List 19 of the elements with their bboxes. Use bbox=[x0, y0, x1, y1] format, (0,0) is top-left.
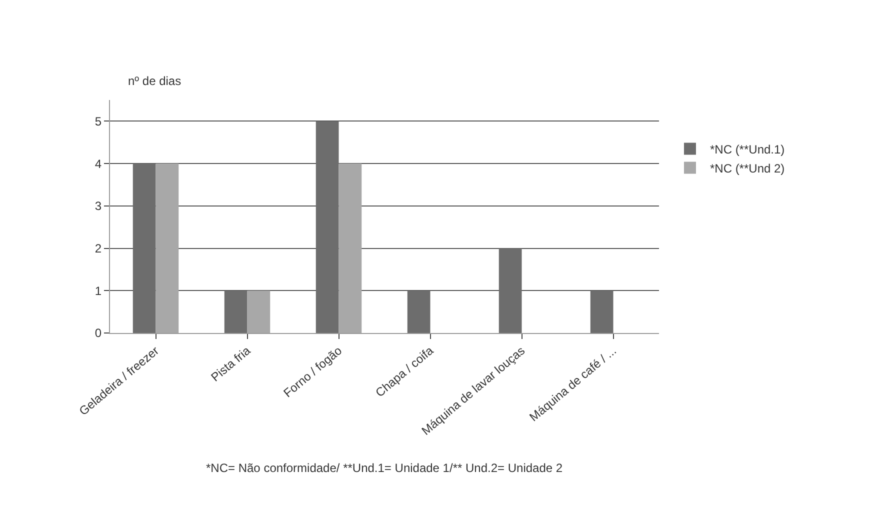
bar bbox=[224, 290, 248, 333]
y-tick-label: 0 bbox=[94, 326, 102, 340]
bar bbox=[247, 290, 270, 333]
bar bbox=[498, 248, 522, 333]
y-tick-label: 4 bbox=[94, 156, 102, 171]
y-tick-label: 1 bbox=[94, 284, 102, 298]
bar bbox=[338, 164, 362, 333]
y-axis-title: nº de dias bbox=[128, 74, 182, 88]
bar bbox=[316, 121, 339, 333]
bar bbox=[407, 290, 430, 333]
legend-label: *NC (**Und.1) bbox=[710, 142, 785, 156]
bar bbox=[156, 164, 179, 333]
bar bbox=[590, 290, 614, 333]
legend-label: *NC (**Und 2) bbox=[710, 161, 785, 176]
y-tick-label: 5 bbox=[94, 114, 102, 128]
bar bbox=[132, 164, 156, 333]
text: *NC= Não conformidade/ **Und.1= Unidade 1/** Und.2= Unidade 2 bbox=[206, 461, 563, 475]
y-tick-label: 2 bbox=[94, 241, 102, 256]
y-tick-label: 3 bbox=[94, 199, 102, 214]
